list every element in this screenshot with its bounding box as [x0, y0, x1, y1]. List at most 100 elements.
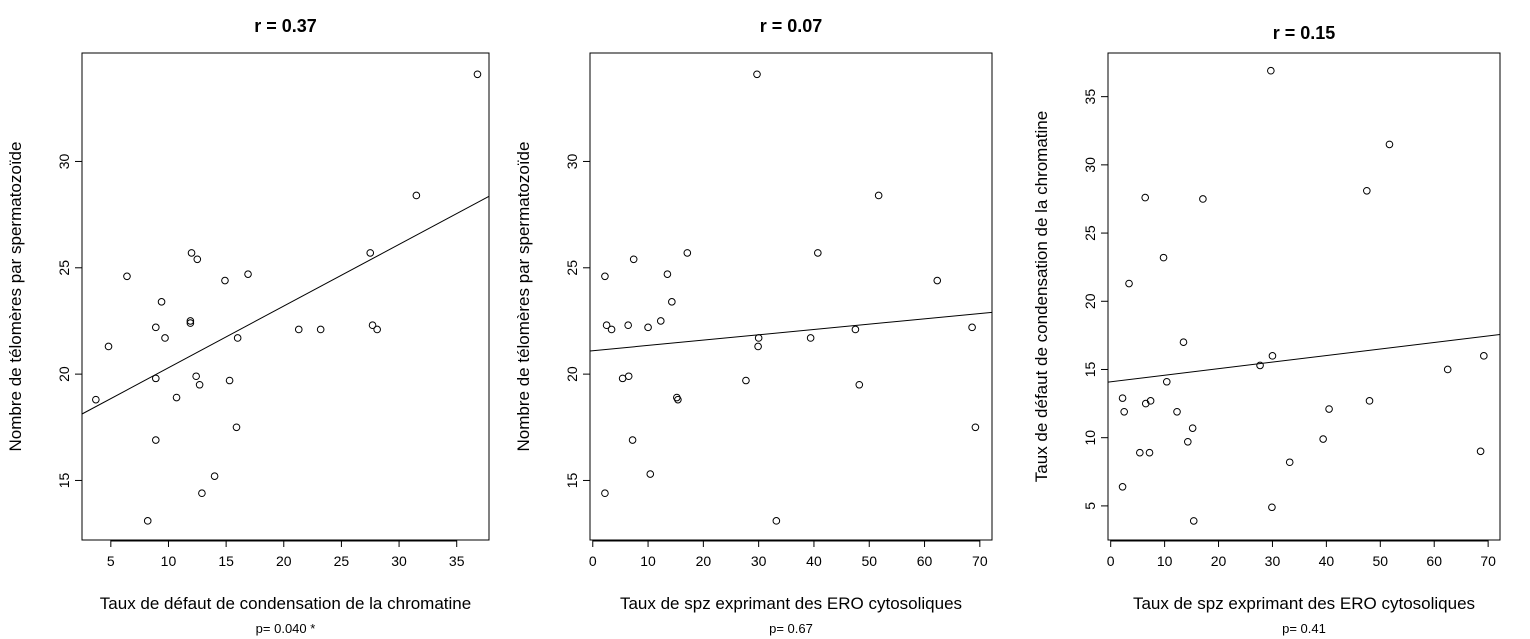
x-axis-label: Taux de défaut de condensation de la chr…: [100, 594, 471, 613]
data-point: [1145, 448, 1154, 457]
y-axis-label: Nombre de télomères par spermatozoïde: [6, 142, 25, 452]
data-point: [607, 325, 616, 334]
data-point: [968, 323, 976, 332]
data-point: [368, 321, 377, 330]
y-tick-label: 10: [1082, 430, 1098, 446]
data-point: [1141, 193, 1150, 202]
data-point: [1480, 352, 1488, 360]
data-point: [674, 395, 682, 404]
data-point: [624, 321, 632, 330]
x-tick-label: 0: [589, 553, 597, 569]
scatter-panel-2: r = 0.07 0 10 20 30 40 50 60 70 15 20 25 30 Taux de s…: [514, 16, 993, 636]
data-point: [1120, 407, 1128, 416]
x-tick-label: 50: [861, 553, 877, 569]
data-point: [1162, 377, 1171, 386]
data-point: [754, 334, 763, 342]
plot-frame: [1107, 52, 1501, 541]
y-tick-label: 25: [56, 260, 72, 276]
data-point: [1476, 447, 1485, 456]
x-axis-label: Taux de spz exprimant des ERO cytosoliqu…: [620, 594, 962, 613]
x-axis-label: Taux de spz exprimant des ERO cytosoliqu…: [1133, 594, 1475, 613]
data-point: [1365, 397, 1374, 405]
x-tick-label: 10: [640, 553, 656, 569]
data-point: [172, 393, 181, 402]
data-point: [186, 319, 195, 327]
y-tick-label: 30: [1082, 157, 1098, 173]
data-point: [601, 272, 609, 281]
data-point: [1173, 407, 1181, 416]
data-point: [104, 342, 113, 351]
data-point: [1118, 394, 1127, 402]
x-tick-label: 30: [751, 553, 767, 569]
x-tick-label: 30: [1265, 553, 1281, 569]
y-tick-label: 25: [564, 260, 580, 276]
y-tick-label: 20: [564, 366, 580, 382]
x-tick-label: 35: [449, 553, 465, 569]
x-tick-label: 10: [1157, 553, 1173, 569]
data-point: [92, 395, 100, 404]
data-point: [629, 255, 638, 264]
x-tick-label: 20: [276, 553, 292, 569]
data-point: [1443, 365, 1452, 374]
x-tick-label: 5: [107, 553, 115, 569]
data-point: [1189, 517, 1198, 525]
data-point: [187, 249, 196, 257]
data-point: [316, 325, 325, 334]
data-point: [1118, 482, 1127, 491]
regression-line: [82, 195, 489, 415]
x-tick-label: 15: [218, 553, 234, 569]
y-tick-label: 5: [1082, 502, 1098, 510]
data-point: [294, 325, 303, 334]
y-tick-label: 25: [1082, 225, 1098, 241]
data-point: [225, 376, 234, 385]
y-tick-label: 15: [56, 472, 72, 488]
regression-line: [590, 311, 992, 352]
data-point: [742, 376, 750, 385]
correlation-value: 0.07: [787, 16, 822, 36]
data-point: [151, 436, 160, 444]
data-point: [1184, 437, 1192, 446]
data-point: [1146, 397, 1155, 405]
x-tick-label: 70: [972, 553, 988, 569]
data-point: [1385, 140, 1394, 149]
data-point: [754, 342, 762, 351]
data-point: [233, 334, 242, 342]
correlation-label: r =: [760, 16, 788, 36]
data-point: [232, 423, 241, 432]
data-point: [373, 325, 381, 334]
data-point: [772, 517, 781, 525]
y-tick-label: 35: [1082, 89, 1098, 105]
data-point: [1285, 458, 1294, 467]
data-point: [646, 470, 655, 478]
x-tick-label: 10: [161, 553, 177, 569]
data-point: [195, 380, 204, 389]
data-point: [366, 249, 375, 257]
scatter-panel-3: r = 0.15 0 10 20 30 40 50 60 70 5 10 15 20 25 30 35 Taux…: [1032, 23, 1501, 636]
correlation-label: r =: [1273, 23, 1301, 43]
correlation-title: r = 0.37: [254, 16, 317, 36]
correlation-value: 0.37: [282, 16, 317, 36]
y-tick-label: 20: [1082, 293, 1098, 309]
data-point: [806, 334, 815, 342]
data-point: [161, 334, 169, 342]
x-tick-label: 0: [1107, 553, 1115, 569]
data-point: [1136, 448, 1144, 457]
data-point: [1188, 424, 1197, 432]
regression-line: [1108, 333, 1500, 383]
x-tick-label: 20: [696, 553, 712, 569]
data-point: [1325, 405, 1333, 413]
data-point: [1268, 352, 1277, 360]
data-point: [601, 489, 609, 498]
data-point: [151, 323, 160, 332]
p-value-note: p= 0.41: [1282, 621, 1326, 636]
data-point: [1268, 503, 1276, 512]
correlation-title: r = 0.07: [760, 16, 823, 36]
data-point: [1267, 66, 1275, 75]
x-tick-label: 50: [1373, 553, 1389, 569]
data-point: [656, 317, 665, 325]
x-tick-label: 25: [334, 553, 350, 569]
x-tick-label: 60: [1426, 553, 1442, 569]
data-point: [198, 489, 206, 498]
data-point: [1363, 186, 1371, 195]
